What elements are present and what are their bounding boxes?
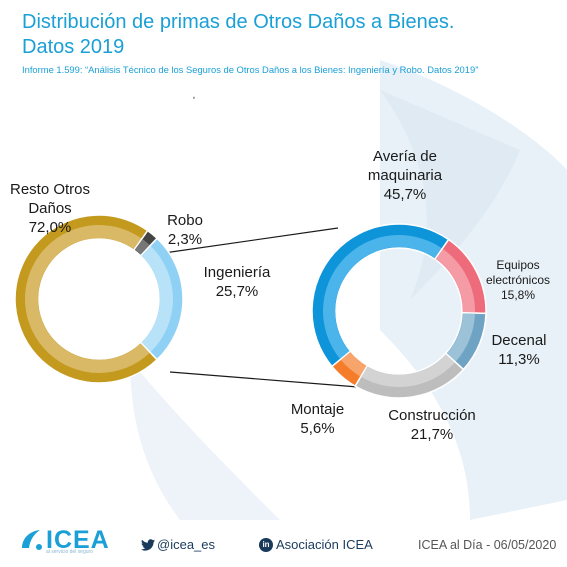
slice-inner-montaje <box>340 352 367 377</box>
slice-inner-averia-de-maquinaria <box>322 234 442 359</box>
label-resto-line2: Daños <box>28 200 72 217</box>
stray-mark: ʹ <box>193 96 195 107</box>
publication-date: ICEA al Día - 06/05/2020 <box>418 538 557 552</box>
donut-right <box>311 223 487 399</box>
label-equipos-line1: Equipos <box>496 258 540 272</box>
label-equipos-line2: electrónicos <box>485 273 551 287</box>
label-robo-value: 2,3% <box>167 231 203 248</box>
twitter-icon[interactable] <box>141 539 155 551</box>
icea-logo-tagline: al servicio del seguro <box>46 549 93 555</box>
label-construccion-name: Construcción <box>388 407 476 424</box>
label-ingenieria: Ingeniería 25,7% <box>197 263 277 301</box>
icea-logo-icon <box>22 530 42 550</box>
label-averia-line1: Avería de <box>373 148 437 165</box>
slice-inner-decenal <box>446 313 475 362</box>
label-equipos-value: 15,8% <box>500 288 536 302</box>
label-resto-value: 72,0% <box>28 219 72 236</box>
label-ingenieria-value: 25,7% <box>215 283 259 300</box>
slice-inner-ingenieria <box>141 246 173 352</box>
report-subtitle: Informe 1.599: “Análisis Técnico de los … <box>22 64 479 75</box>
label-averia: Avería de maquinaria 45,7% <box>355 147 455 204</box>
twitter-handle[interactable]: @icea_es <box>157 537 216 552</box>
donut-left <box>14 214 184 384</box>
label-resto: Resto Otros Daños 72,0% <box>5 180 95 237</box>
label-resto-line1: Resto Otros <box>9 181 91 198</box>
label-decenal: Decenal 11,3% <box>484 331 554 369</box>
label-robo-name: Robo <box>167 212 203 229</box>
linkedin-icon[interactable]: in <box>259 538 273 552</box>
label-construccion: Construcción 21,7% <box>377 406 487 444</box>
label-construccion-value: 21,7% <box>410 426 454 443</box>
footer <box>0 520 567 567</box>
label-decenal-name: Decenal <box>491 332 547 349</box>
connector-line-top <box>156 227 339 255</box>
connector-line-bottom <box>169 371 359 388</box>
label-montaje-value: 5,6% <box>300 420 335 437</box>
title-line-2: Datos 2019 <box>22 36 125 58</box>
slice-inner-equipos-electronicos <box>436 248 475 313</box>
label-robo: Robo 2,3% <box>160 211 210 249</box>
slice-inner-construccion <box>361 354 455 387</box>
label-averia-value: 45,7% <box>383 186 427 203</box>
slice-inner-robo <box>134 239 150 255</box>
label-averia-line2: maquinaria <box>367 167 443 184</box>
label-montaje: Montaje 5,6% <box>280 400 355 438</box>
slice-inner-resto-otros-danos <box>24 224 150 373</box>
label-ingenieria-name: Ingeniería <box>203 264 271 281</box>
page-title: Distribución de primas de Otros Daños a … <box>22 10 454 60</box>
title-line-1: Distribución de primas de Otros Daños a … <box>22 11 455 33</box>
label-equipos: Equipos electrónicos 15,8% <box>478 258 558 303</box>
linkedin-link[interactable]: Asociación ICEA <box>276 537 373 552</box>
icea-logo[interactable]: ICEA <box>46 526 110 554</box>
label-decenal-value: 11,3% <box>498 351 540 368</box>
label-montaje-name: Montaje <box>290 401 345 418</box>
